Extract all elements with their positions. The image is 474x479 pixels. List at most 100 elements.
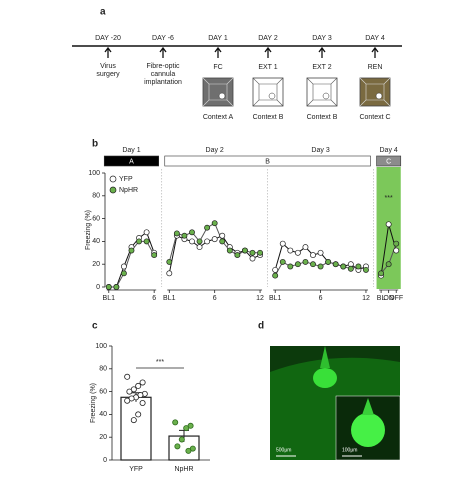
animal [375, 92, 383, 100]
session-label: EXT 2 [312, 64, 331, 71]
data-point [294, 249, 301, 256]
highlight [376, 167, 401, 289]
panel-label: d [258, 321, 264, 332]
arrow [371, 46, 379, 58]
data-point [124, 397, 131, 404]
x-tick-label: 6 [152, 295, 156, 302]
data-point [317, 249, 324, 256]
data-point [172, 419, 179, 426]
event-text: surgery [96, 71, 120, 78]
legend-label: NpHR [119, 187, 138, 194]
data-point [378, 270, 385, 277]
y-tick-label: 0 [96, 284, 100, 291]
panel-label: c [92, 321, 98, 332]
data-point [385, 221, 392, 228]
context-label: Context B [253, 114, 284, 121]
session-label: EXT 1 [258, 64, 277, 71]
y-axis-label: Freezing (%) [90, 383, 97, 423]
scale-bar-label: 500μm [276, 447, 291, 453]
context-bar-label: A [129, 158, 134, 165]
context-bar [164, 155, 371, 167]
data-point [340, 263, 347, 270]
data-point [189, 229, 195, 236]
context-box-detail [202, 77, 234, 107]
data-point [347, 265, 354, 272]
data-point [189, 238, 195, 245]
data-point [183, 425, 190, 432]
x-tick-label: 6 [319, 295, 323, 302]
data-point [166, 270, 173, 277]
data-point [105, 284, 112, 290]
x-tick-label: 6 [213, 295, 217, 302]
data-point [241, 247, 248, 254]
data-point [249, 255, 256, 262]
data-point [219, 238, 226, 245]
x-tick-label: BL1 [269, 295, 282, 302]
day-label: DAY -6 [152, 35, 174, 42]
day-label: DAY -20 [95, 35, 121, 42]
data-point [204, 224, 211, 231]
x-tick-label: 12 [362, 295, 370, 302]
data-point [185, 447, 192, 454]
data-point [287, 263, 294, 270]
data-point [136, 238, 142, 245]
data-point [130, 417, 137, 424]
data-point [174, 443, 181, 450]
x-tick-label: NpHR [174, 466, 193, 473]
legend-marker [109, 175, 117, 183]
annotation: *** [156, 359, 164, 366]
data-point [279, 258, 286, 265]
x-tick-label: BL1 [163, 295, 176, 302]
data-point [124, 373, 131, 380]
data-point [139, 379, 146, 386]
context-box-detail [359, 77, 391, 107]
data-point [310, 252, 316, 259]
data-point [135, 382, 142, 389]
context-bar [376, 155, 402, 167]
context-bar-label: C [386, 158, 391, 165]
context-bar [103, 155, 160, 167]
x-tick-label: BL1 [103, 295, 116, 302]
x-tick-label: 12 [256, 295, 264, 302]
animal [322, 92, 330, 100]
data-point [332, 261, 339, 268]
legend-label: YFP [119, 176, 133, 183]
y-tick-label: 0 [103, 457, 107, 464]
data-point [166, 258, 173, 265]
arrow [214, 46, 222, 58]
day-label: Day 3 [311, 147, 329, 154]
panel-label: b [92, 139, 98, 150]
context-box-detail [252, 77, 284, 107]
context-label: Context C [359, 114, 390, 121]
data-point [325, 258, 332, 265]
y-axis-label: Freezing (%) [85, 210, 92, 250]
data-point [126, 388, 133, 395]
data-point [385, 261, 392, 268]
data-point [143, 238, 150, 245]
y-tick-label: 100 [88, 170, 100, 177]
context-label: Context A [203, 114, 234, 121]
data-point [178, 436, 185, 443]
day-label: DAY 1 [208, 35, 228, 42]
day-label: DAY 2 [258, 35, 278, 42]
annotation: *** [385, 195, 393, 202]
data-point [143, 229, 150, 236]
arrow [264, 46, 272, 58]
data-point [113, 284, 120, 290]
data-point [287, 247, 294, 254]
data-point [196, 244, 203, 251]
data-point [120, 263, 127, 270]
x-tick-label: BL [377, 295, 386, 302]
day-label: Day 2 [206, 147, 224, 154]
y-tick-label: 60 [92, 215, 100, 222]
data-point [363, 266, 369, 273]
data-point [294, 261, 301, 268]
legend-marker [109, 186, 117, 194]
y-tick-label: 100 [95, 343, 107, 350]
day-label: DAY 3 [312, 35, 332, 42]
scale-bar-label: 100μm [342, 447, 357, 453]
data-point [317, 263, 324, 270]
arrow [104, 46, 112, 58]
data-point [393, 240, 400, 247]
